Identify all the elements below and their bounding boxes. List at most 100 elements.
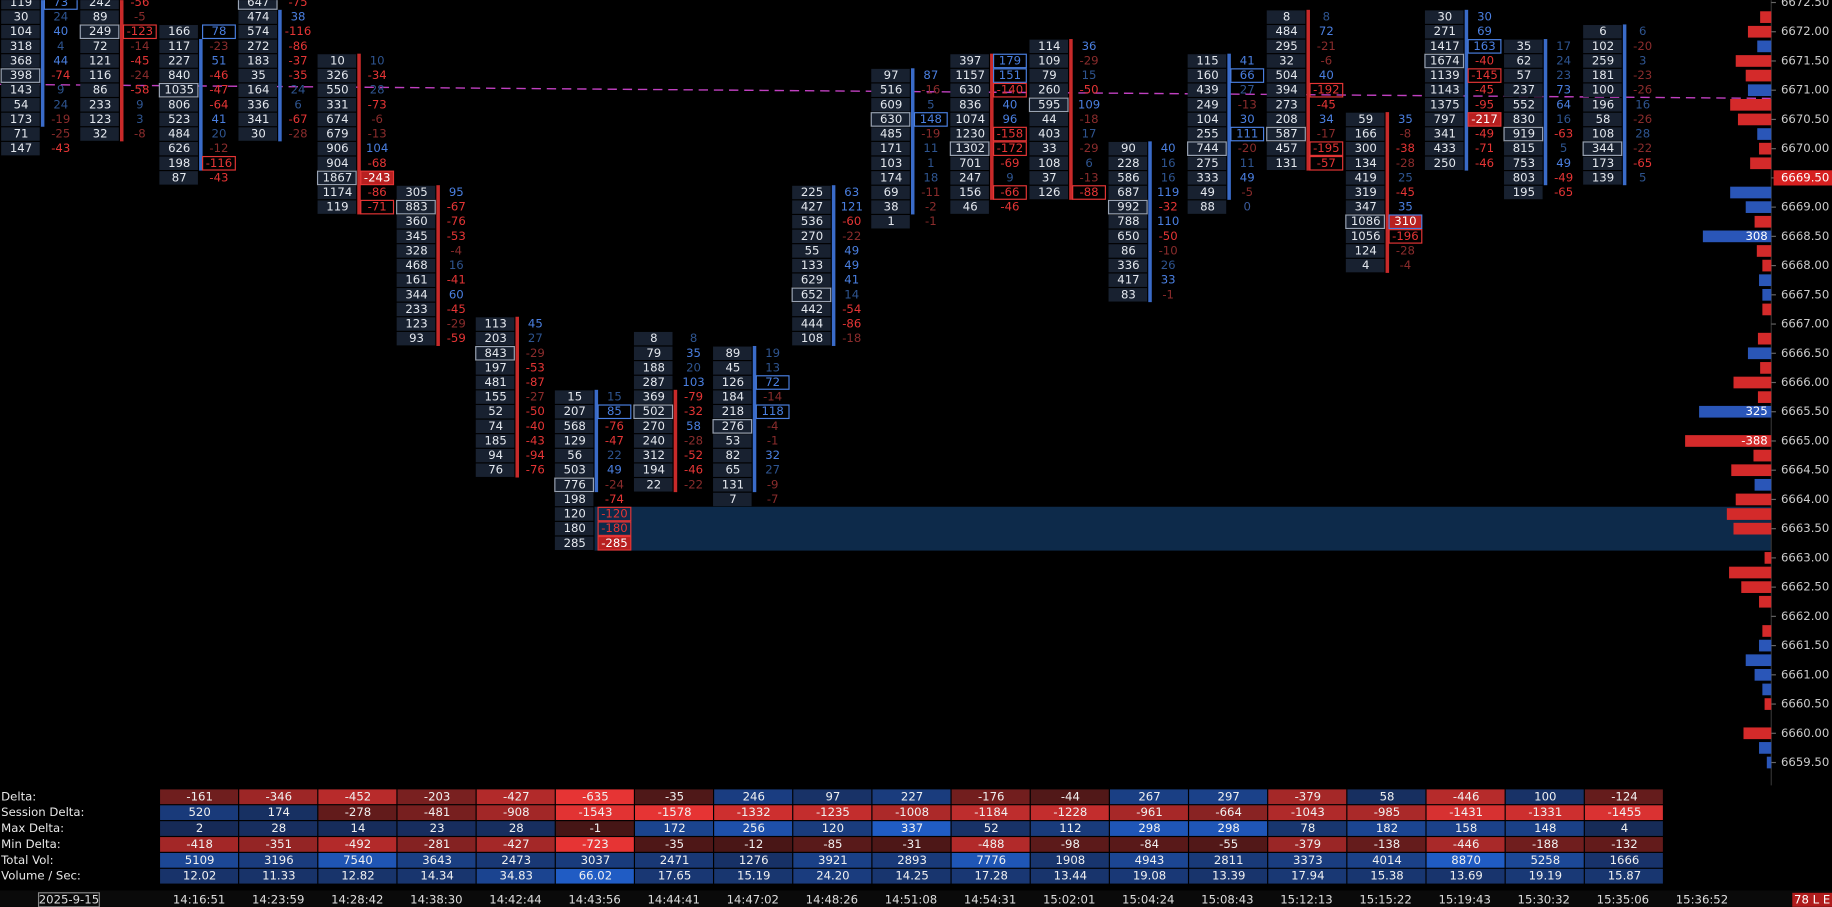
delta-value: 109	[1078, 97, 1100, 111]
profile-bar	[1747, 25, 1772, 38]
stats-cell	[555, 868, 634, 884]
delta-value: 41	[212, 112, 227, 126]
profile-bar	[1754, 215, 1772, 228]
delta-value: -86	[368, 185, 387, 199]
stats-value: 1276	[739, 853, 769, 867]
volume-value: 102	[1592, 39, 1614, 53]
volume-cell	[1, 127, 40, 141]
volume-cell	[80, 10, 119, 24]
stats-value: -35	[665, 789, 684, 803]
volume-cell	[1504, 54, 1543, 68]
volume-value: 442	[801, 302, 823, 316]
volume-cell	[633, 375, 673, 390]
stats-value: 4943	[1135, 853, 1165, 867]
volume-value: 444	[801, 317, 823, 331]
stats-cell	[951, 821, 1030, 836]
delta-box	[202, 155, 236, 171]
volume-value: 744	[1196, 141, 1218, 155]
volume-cell	[1, 39, 40, 54]
stats-cell	[714, 837, 793, 852]
profile-bar	[1754, 478, 1772, 491]
stats-cell	[1268, 868, 1347, 884]
volume-cell	[950, 127, 989, 141]
delta-value: -46	[1000, 200, 1019, 214]
volume-value: 57	[1516, 68, 1531, 82]
volume-cell	[950, 54, 989, 68]
volume-value: 198	[564, 492, 586, 506]
volume-cell	[1029, 127, 1069, 141]
volume-value: 52	[488, 404, 503, 418]
volume-value: 803	[1513, 170, 1535, 184]
volume-cell	[317, 83, 357, 97]
volume-value: 166	[1355, 127, 1377, 141]
stats-cell	[476, 805, 555, 821]
volume-cell	[1583, 68, 1622, 83]
stats-value: 15.87	[1608, 869, 1641, 883]
profile-bar	[1699, 405, 1772, 418]
volume-value: 32	[1279, 53, 1294, 67]
delta-value: 6	[1085, 156, 1092, 170]
delta-value: -45	[1396, 185, 1415, 199]
time-label: 15:15:22	[1359, 892, 1411, 906]
stats-cell	[239, 805, 318, 821]
volume-cell	[792, 273, 831, 287]
volume-value: 15	[567, 390, 582, 404]
delta-value: -9	[767, 477, 779, 491]
volume-value: 830	[1513, 112, 1535, 126]
stats-value: 1908	[1056, 853, 1086, 867]
delta-value: 0	[1244, 200, 1251, 214]
profile-bar	[1745, 654, 1772, 667]
volume-value: 270	[643, 419, 665, 433]
volume-cell	[475, 390, 515, 404]
delta-value: -4	[767, 419, 779, 433]
delta-value: -35	[289, 68, 308, 82]
delta-value: -22	[684, 477, 703, 491]
stats-cell	[1030, 789, 1109, 805]
delta-value: 40	[53, 24, 68, 38]
volume-value: 58	[1596, 112, 1611, 126]
volume-value: 74	[488, 419, 503, 433]
delta-value: 40	[1161, 141, 1176, 155]
delta-value: -46	[209, 68, 228, 82]
delta-value: 121	[841, 200, 863, 214]
volume-cell	[554, 448, 594, 463]
volume-cell	[1345, 112, 1385, 127]
stats-value: 52	[984, 821, 999, 835]
delta-value: 73	[53, 0, 68, 9]
stats-cell	[1189, 821, 1268, 836]
delta-value: -22	[1633, 141, 1652, 155]
volume-cell	[792, 331, 831, 346]
time-label: 14:43:56	[568, 892, 620, 906]
stats-value: -132	[1611, 837, 1638, 851]
delta-value: 32	[765, 448, 780, 462]
volume-value: 344	[1592, 141, 1614, 155]
volume-value: 906	[326, 141, 348, 155]
profile-bar	[1757, 40, 1772, 53]
delta-value: -29	[526, 346, 545, 360]
stats-cell	[1426, 852, 1505, 868]
volume-value: 133	[801, 258, 823, 272]
delta-value: -95	[1475, 97, 1494, 111]
stats-cell	[1347, 805, 1426, 821]
volume-cell	[396, 244, 436, 258]
volume-value: 270	[801, 229, 823, 243]
stats-cell	[160, 789, 239, 805]
volume-cell	[80, 127, 119, 141]
price-label: 6664.50	[1781, 463, 1829, 477]
delta-box	[43, 0, 78, 10]
delta-value: 15	[1082, 68, 1097, 82]
volume-value: 33	[1042, 141, 1057, 155]
delta-value: -71	[368, 200, 387, 214]
volume-cell	[633, 361, 673, 375]
volume-value: 481	[484, 375, 506, 389]
stats-cell	[951, 789, 1030, 805]
stats-cell	[1109, 837, 1188, 852]
volume-value: 147	[10, 141, 32, 155]
volume-cell	[950, 200, 989, 214]
delta-value: -4	[1400, 258, 1412, 272]
delta-value: 15	[607, 390, 622, 404]
candle-body	[910, 68, 915, 215]
volume-cell	[1345, 141, 1385, 156]
volume-value: 247	[959, 170, 981, 184]
volume-value: 114	[1038, 39, 1060, 53]
